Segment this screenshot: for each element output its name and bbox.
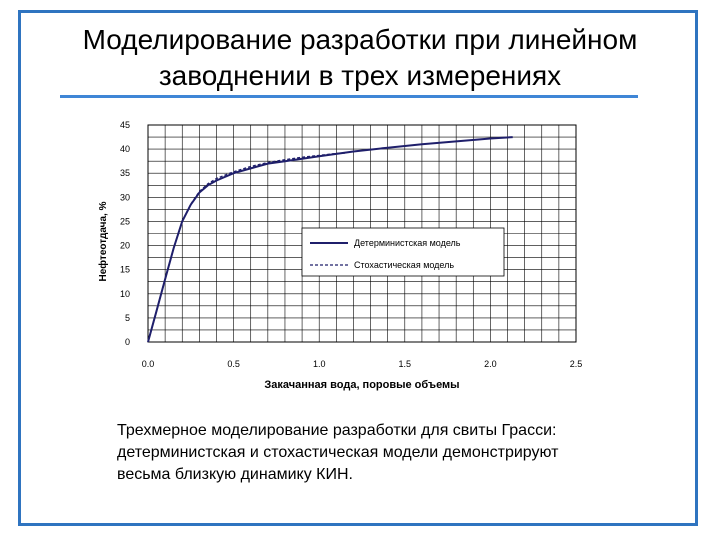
x-tick-label: 0.0 [142,359,155,369]
slide-title: Моделирование разработки при линейном за… [30,22,690,94]
legend-box [301,227,505,277]
recovery-chart: 0 5 10 15 20 25 30 35 40 45 0.0 0.5 1.0 1.5 2.0 2.5 Зака… [97,120,582,391]
y-tick-label: 25 [120,216,130,226]
caption-line-3: весьма близкую динамику КИН. [117,466,353,483]
slide-frame [18,10,698,526]
y-tick-label: 30 [120,192,130,202]
chart-axes: 0 5 10 15 20 25 30 35 40 45 0.0 0.5 1.0 1.5 2.0 2.5 Зака… [97,120,582,391]
slide-caption: Трехмерное моделирование разработки для … [117,420,657,486]
y-tick-label: 40 [120,144,130,154]
chart-series [147,136,513,343]
chart-legend: Детерминистская модель Стохастическая мод… [301,227,505,277]
title-underline [60,95,638,98]
x-tick-label: 2.0 [484,359,497,369]
caption-line-1: Трехмерное моделирование разработки для … [117,422,557,439]
legend-label: Стохастическая модель [354,260,454,270]
y-axis-title: Нефтеотдача, % [97,201,109,281]
y-tick-label: 35 [120,168,130,178]
title-line-1: Моделирование разработки при линейном [82,24,638,55]
x-tick-label: 1.0 [313,359,326,369]
y-tick-label: 10 [120,289,130,299]
y-tick-label: 20 [120,241,130,251]
plot-border [147,124,577,343]
x-axis-title: Закачанная вода, поровые объемы [264,379,459,391]
y-tick-label: 0 [125,337,130,347]
x-tick-label: 0.5 [227,359,240,369]
caption-line-2: детерминистская и стохастическая модели … [117,444,559,461]
series-line-stochastic [147,152,345,343]
title-line-2: заводнении в трех измерениях [158,60,562,91]
legend-label: Детерминистская модель [354,238,461,248]
y-tick-label: 5 [125,313,130,323]
x-tick-label: 1.5 [399,359,412,369]
y-tick-label: 15 [120,265,130,275]
x-tick-label: 2.5 [570,359,583,369]
y-tick-label: 45 [120,120,130,130]
